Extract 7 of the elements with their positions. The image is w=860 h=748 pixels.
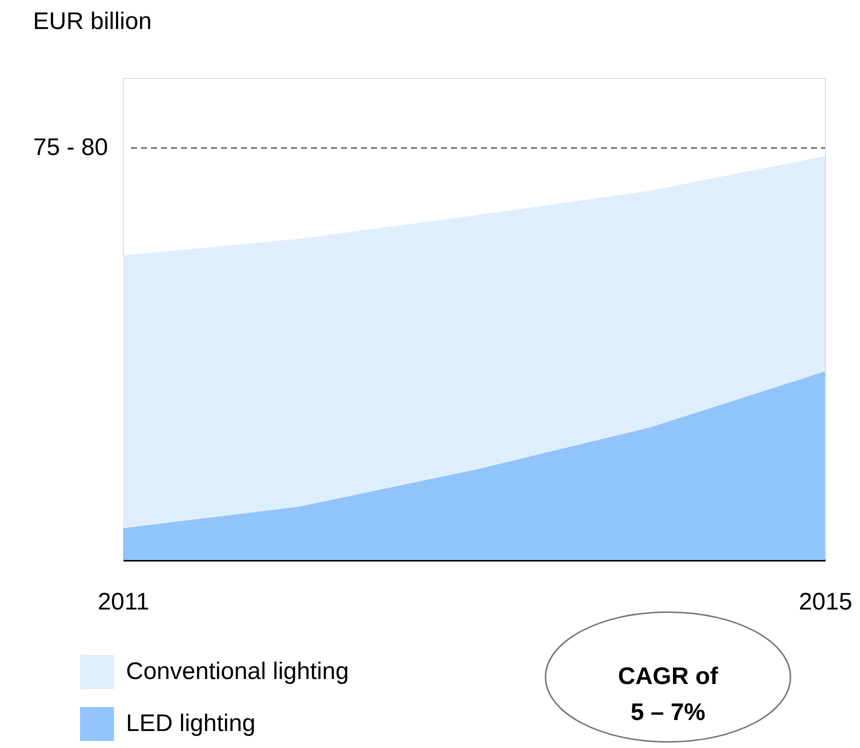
text: 75 - 80 bbox=[33, 134, 108, 162]
x-tick-label: 2011 bbox=[98, 588, 150, 616]
text: CAGR of 5 – 7% bbox=[618, 663, 719, 726]
text: EUR billion bbox=[33, 8, 152, 35]
legend-label: Conventional lighting bbox=[126, 658, 349, 685]
legend-label: LED lighting bbox=[126, 710, 256, 737]
x-tick-label: 2015 bbox=[798, 588, 852, 616]
